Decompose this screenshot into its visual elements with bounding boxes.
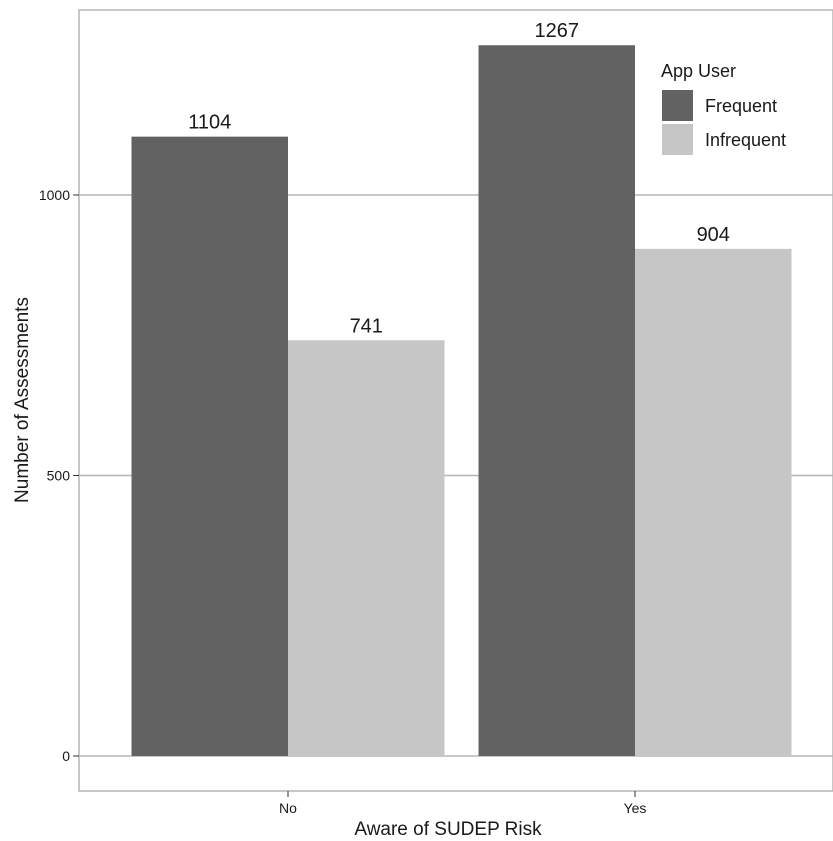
y-axis-title: Number of Assessments <box>12 297 33 503</box>
bar-yes-infrequent <box>635 248 792 756</box>
bars <box>131 45 792 756</box>
legend: App User Frequent Infrequent <box>661 61 786 155</box>
y-tick-label-500: 500 <box>47 468 71 484</box>
x-axis-title: Aware of SUDEP Risk <box>354 819 542 840</box>
data-label-yes-frequent: 1267 <box>535 20 580 42</box>
axes: 0 500 1000 No Yes <box>39 187 647 816</box>
legend-title: App User <box>661 61 736 81</box>
x-tick-label-yes: Yes <box>624 800 647 816</box>
data-label-yes-infrequent: 904 <box>697 224 730 246</box>
bar-no-frequent <box>131 136 288 756</box>
data-label-no-infrequent: 741 <box>350 315 383 337</box>
data-label-no-frequent: 1104 <box>188 112 231 134</box>
legend-label-frequent: Frequent <box>705 96 777 116</box>
y-tick-label-0: 0 <box>62 748 70 764</box>
y-tick-label-1000: 1000 <box>39 187 70 203</box>
bar-yes-frequent <box>478 45 635 756</box>
panel-border <box>78 9 833 792</box>
legend-key-infrequent <box>662 124 693 155</box>
x-tick-label-no: No <box>279 800 297 816</box>
bar-no-infrequent <box>288 340 445 756</box>
data-labels: 1104 741 1267 904 <box>188 20 730 337</box>
legend-key-frequent <box>662 90 693 121</box>
legend-label-infrequent: Infrequent <box>705 130 786 150</box>
